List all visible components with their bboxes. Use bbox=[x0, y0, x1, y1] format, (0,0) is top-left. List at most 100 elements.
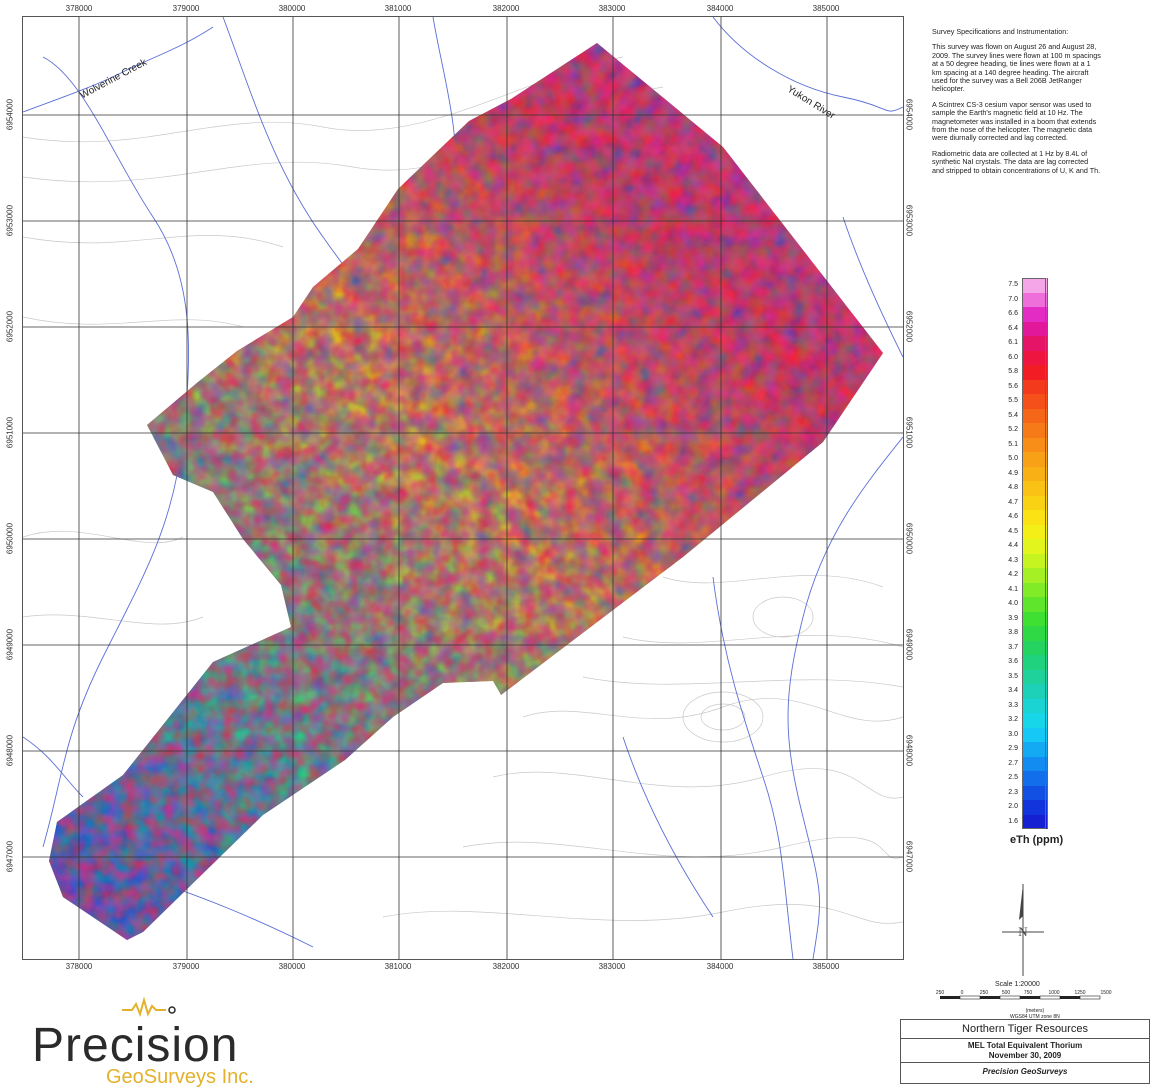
scale-datum: WGS84 UTM zone 8N bbox=[1010, 1014, 1060, 1020]
legend-value: 4.3 bbox=[1008, 556, 1018, 564]
y-tick: 6952000 bbox=[5, 310, 15, 343]
specs-paragraph: A Scintrex CS-3 cesium vapor sensor was … bbox=[932, 99, 1097, 143]
legend-value: 2.3 bbox=[1008, 788, 1018, 796]
contour-lines bbox=[23, 56, 903, 924]
legend-value: 1.6 bbox=[1008, 817, 1018, 825]
y-tick: 6954000 bbox=[904, 98, 914, 131]
x-tick: 379000 bbox=[172, 962, 200, 971]
y-tick: 6954000 bbox=[5, 98, 15, 131]
y-tick: 6950000 bbox=[904, 522, 914, 555]
x-tick: 383000 bbox=[598, 962, 626, 971]
y-tick: 6948000 bbox=[904, 734, 914, 767]
legend-value: 4.1 bbox=[1008, 585, 1018, 593]
scale-tick: 1000 bbox=[1048, 990, 1059, 996]
y-tick: 6953000 bbox=[904, 204, 914, 237]
map-date: November 30, 2009 bbox=[988, 1051, 1062, 1060]
legend-value: 6.0 bbox=[1008, 353, 1018, 361]
map-title-text: MEL Total Equivalent Thorium bbox=[967, 1041, 1083, 1050]
legend-value: 4.7 bbox=[1008, 498, 1018, 506]
x-tick: 382000 bbox=[492, 962, 520, 971]
specs-heading: Survey Specifications and Instrumentatio… bbox=[932, 27, 1069, 36]
logo-subtitle: GeoSurveys Inc. bbox=[106, 1066, 254, 1088]
north-arrow-icon: N bbox=[1002, 884, 1044, 976]
scale-units: (meters) WGS84 UTM zone 8N bbox=[1010, 1008, 1060, 1020]
scale-units-label: (meters) bbox=[1025, 1008, 1045, 1014]
legend-value: 2.5 bbox=[1008, 774, 1018, 781]
legend-value: 7.0 bbox=[1008, 295, 1018, 303]
y-tick: 6948000 bbox=[5, 734, 15, 767]
legend-value: 3.8 bbox=[1008, 629, 1018, 636]
x-tick: 385000 bbox=[812, 962, 840, 971]
legend-value: 4.8 bbox=[1008, 484, 1018, 491]
x-tick: 384000 bbox=[706, 962, 734, 971]
legend-value: 3.6 bbox=[1008, 658, 1018, 665]
legend-value: 3.2 bbox=[1008, 716, 1018, 723]
x-tick: 380000 bbox=[278, 4, 306, 13]
legend-value: 5.4 bbox=[1008, 411, 1018, 419]
x-tick: 379000 bbox=[172, 4, 200, 13]
legend-value: 5.5 bbox=[1008, 397, 1018, 404]
signal-wave-icon bbox=[122, 996, 176, 1018]
legend-value: 5.6 bbox=[1008, 382, 1018, 390]
scale-tick: 0 bbox=[961, 990, 964, 996]
legend-value: 6.6 bbox=[1008, 310, 1018, 317]
x-tick: 382000 bbox=[492, 4, 520, 13]
scale-tick: 500 bbox=[1002, 990, 1011, 996]
survey-map[interactable]: Wolverine Creek Yukon River bbox=[22, 16, 904, 960]
client-name: Northern Tiger Resources bbox=[901, 1020, 1149, 1039]
legend-value: 3.0 bbox=[1008, 730, 1018, 738]
y-tick: 6947000 bbox=[904, 840, 914, 873]
x-tick: 385000 bbox=[812, 4, 840, 13]
legend-value: 3.5 bbox=[1008, 672, 1018, 680]
x-tick: 381000 bbox=[384, 4, 412, 13]
y-tick: 6949000 bbox=[904, 628, 914, 661]
x-tick: 378000 bbox=[65, 962, 93, 971]
specs-paragraph: This survey was flown on August 26 and A… bbox=[932, 42, 1101, 94]
legend-value: 3.4 bbox=[1008, 687, 1018, 694]
survey-specifications: Survey Specifications and Instrumentatio… bbox=[932, 27, 1102, 182]
y-tick: 6949000 bbox=[5, 628, 15, 661]
legend-value: 4.5 bbox=[1008, 527, 1018, 535]
scale-tick: 250 bbox=[980, 990, 989, 996]
title-block: Northern Tiger Resources MEL Total Equiv… bbox=[900, 1019, 1150, 1084]
scale-bar: 250 0 250 500 750 1000 1250 1500 bbox=[936, 990, 1112, 1000]
x-tick: 383000 bbox=[598, 4, 626, 13]
coordinate-grid bbox=[23, 17, 903, 959]
legend-value: 5.1 bbox=[1008, 440, 1018, 448]
map-canvas bbox=[23, 17, 903, 959]
legend-value: 2.0 bbox=[1008, 803, 1018, 810]
scale-tick: 250 bbox=[936, 990, 945, 996]
x-tick: 381000 bbox=[384, 962, 412, 971]
legend-border bbox=[1022, 278, 1046, 829]
legend-value: 7.5 bbox=[1008, 281, 1018, 288]
survey-block bbox=[49, 43, 883, 940]
y-tick: 6950000 bbox=[5, 522, 15, 555]
x-tick: 380000 bbox=[278, 962, 306, 971]
scale-tick: 1500 bbox=[1100, 990, 1111, 996]
legend-value: 3.9 bbox=[1008, 614, 1018, 622]
x-tick: 378000 bbox=[65, 4, 93, 13]
legend-value: 4.9 bbox=[1008, 469, 1018, 477]
y-tick: 6951000 bbox=[5, 416, 15, 449]
legend-value: 2.9 bbox=[1008, 745, 1018, 752]
legend-value: 4.6 bbox=[1008, 513, 1018, 520]
legend-value: 4.2 bbox=[1008, 571, 1018, 578]
north-label: N bbox=[1018, 924, 1028, 939]
map-title: MEL Total Equivalent Thorium November 30… bbox=[901, 1039, 1149, 1063]
y-tick: 6953000 bbox=[5, 204, 15, 237]
legend-title: eTh (ppm) bbox=[1010, 834, 1064, 846]
x-tick: 384000 bbox=[706, 4, 734, 13]
legend-value: 2.7 bbox=[1008, 759, 1018, 767]
scale-tick: 1250 bbox=[1074, 990, 1085, 996]
legend-value: 4.0 bbox=[1008, 600, 1018, 607]
y-tick: 6947000 bbox=[5, 840, 15, 873]
legend-value: 6.4 bbox=[1008, 324, 1018, 332]
y-tick: 6951000 bbox=[904, 416, 914, 449]
logo-wordmark: Precision bbox=[32, 1019, 239, 1072]
legend-value: 5.2 bbox=[1008, 426, 1018, 433]
survey-firm: Precision GeoSurveys bbox=[982, 1067, 1068, 1076]
specs-paragraph: Radiometric data are collected at 1 Hz b… bbox=[932, 148, 1101, 175]
scale-tick: 750 bbox=[1024, 990, 1033, 996]
legend-value: 3.3 bbox=[1008, 701, 1018, 709]
legend-value: 4.4 bbox=[1008, 542, 1018, 549]
